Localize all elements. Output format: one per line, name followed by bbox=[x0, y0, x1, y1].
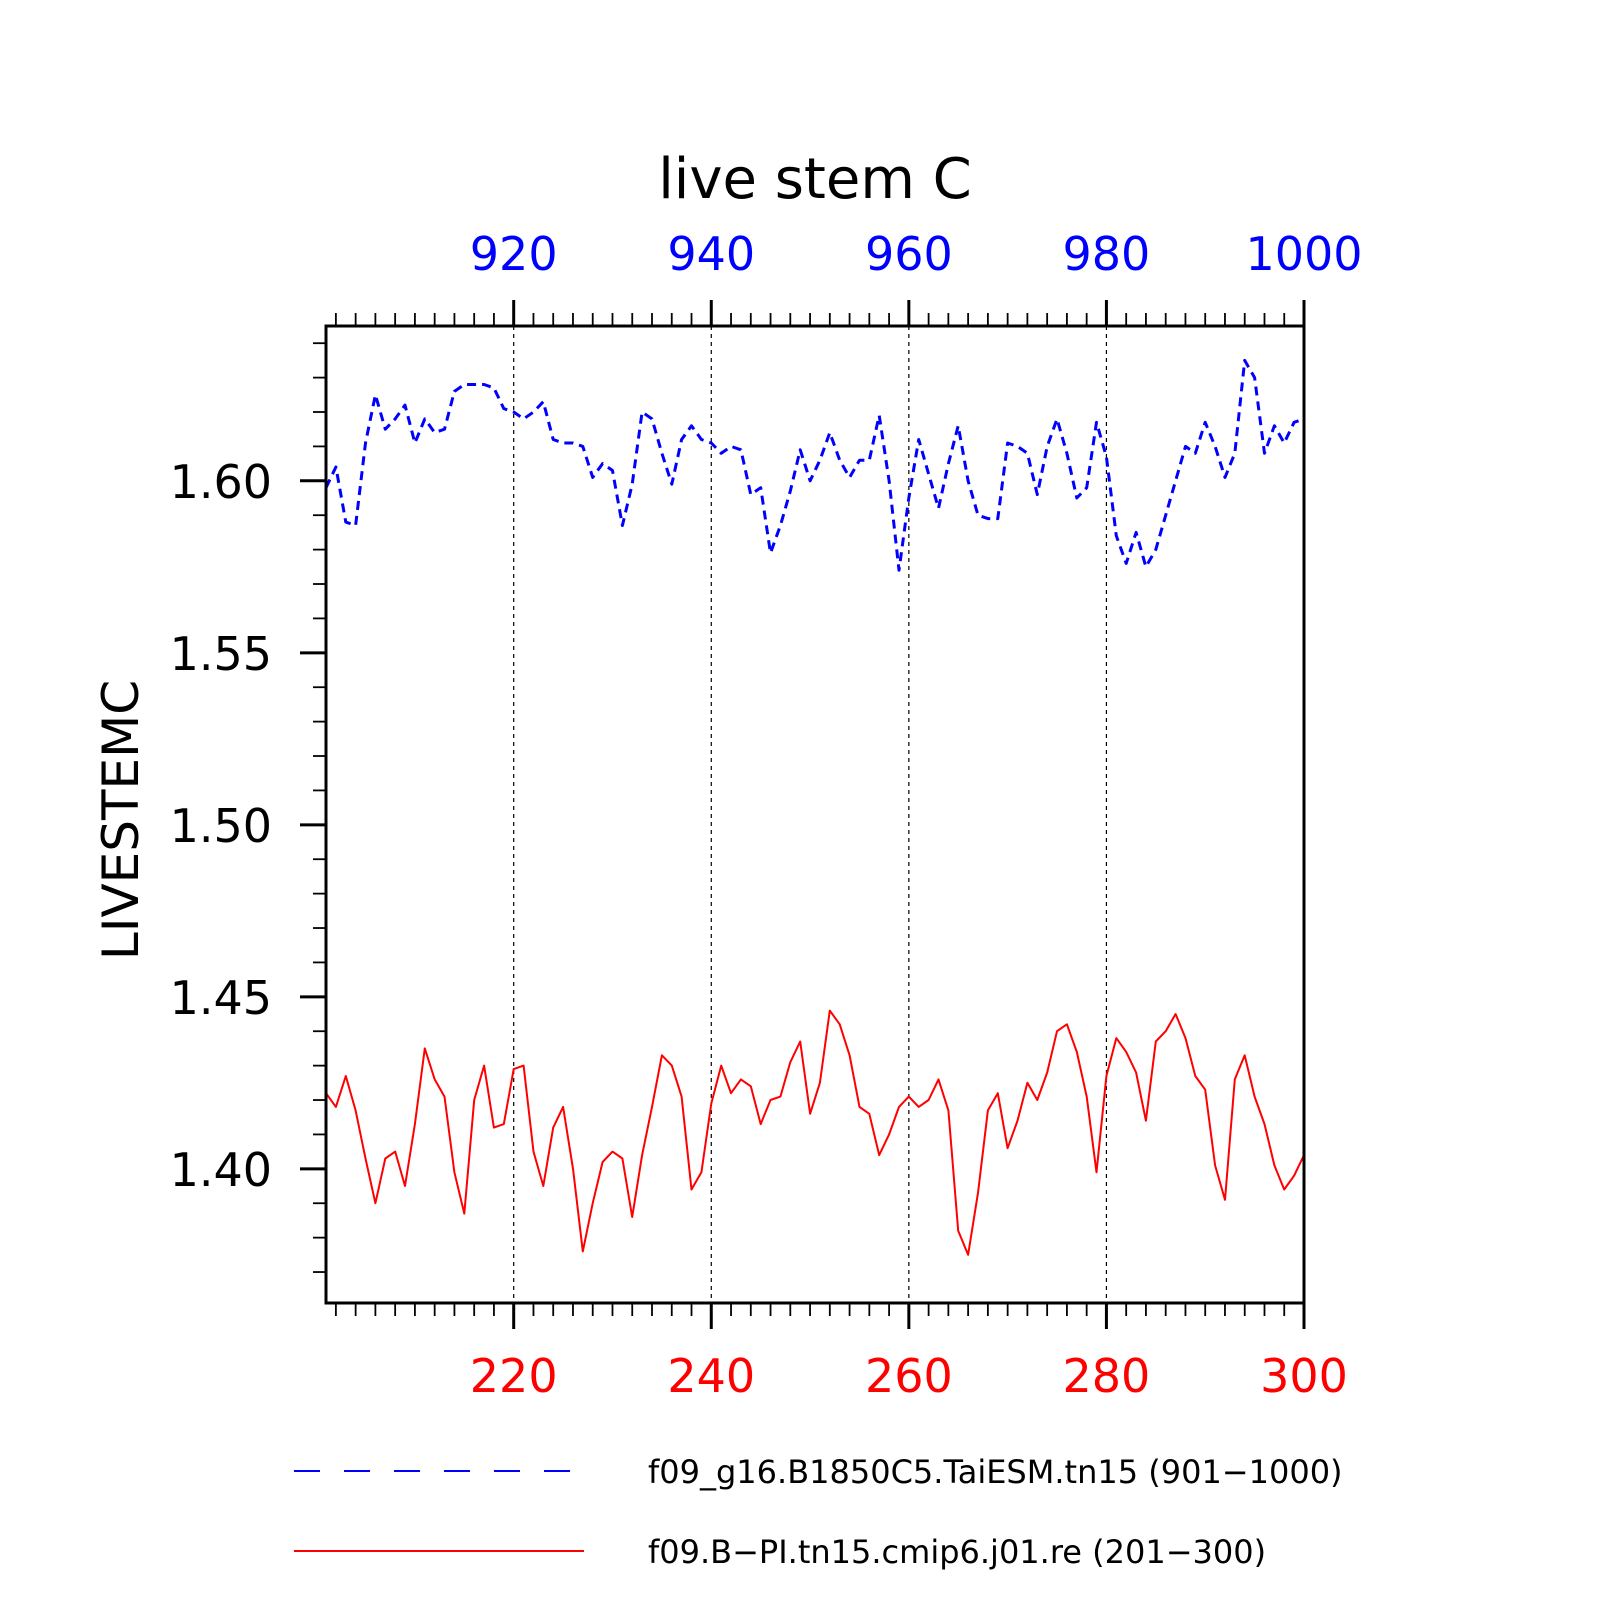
x-bottom-tick-label: 240 bbox=[667, 1349, 755, 1403]
y-tick-label: 1.40 bbox=[170, 1143, 272, 1197]
vertical-grid bbox=[513, 326, 1108, 1303]
y-axis-label: LIVESTEMC bbox=[92, 680, 150, 960]
chart-title: live stem C bbox=[658, 147, 972, 212]
tick-labels: 220 240 260 280 300 920 940 960 980 1000 1.40 1.45 1… bbox=[170, 227, 1363, 1403]
x-bottom-tick-label: 220 bbox=[470, 1349, 558, 1403]
y-tick-label: 1.50 bbox=[170, 799, 272, 853]
x-top-tick-label: 980 bbox=[1063, 227, 1151, 281]
series-line-blue-dashed bbox=[324, 358, 1305, 572]
y-tick-label: 1.55 bbox=[170, 627, 272, 681]
x-top-tick-label: 960 bbox=[865, 227, 953, 281]
legend-label: f09_g16.B1850C5.TaiESM.tn15 (901−1000) bbox=[648, 1453, 1343, 1491]
x-top-tick-label: 920 bbox=[470, 227, 558, 281]
x-top-tick-label: 1000 bbox=[1245, 227, 1362, 281]
y-tick-label: 1.45 bbox=[170, 971, 272, 1025]
series-line-red-solid bbox=[325, 1009, 1305, 1256]
legend: f09_g16.B1850C5.TaiESM.tn15 (901−1000) f0… bbox=[294, 1453, 1343, 1571]
x-bottom-tick-label: 280 bbox=[1063, 1349, 1151, 1403]
axis-ticks bbox=[300, 300, 1306, 1329]
x-top-tick-label: 940 bbox=[667, 227, 755, 281]
x-bottom-tick-label: 260 bbox=[865, 1349, 953, 1403]
legend-label: f09.B−PI.tn15.cmip6.j01.re (201−300) bbox=[648, 1533, 1266, 1571]
x-bottom-tick-label: 300 bbox=[1260, 1349, 1348, 1403]
y-tick-label: 1.60 bbox=[170, 455, 272, 509]
plot-frame bbox=[324, 324, 1306, 1305]
series-layer bbox=[324, 358, 1305, 1256]
